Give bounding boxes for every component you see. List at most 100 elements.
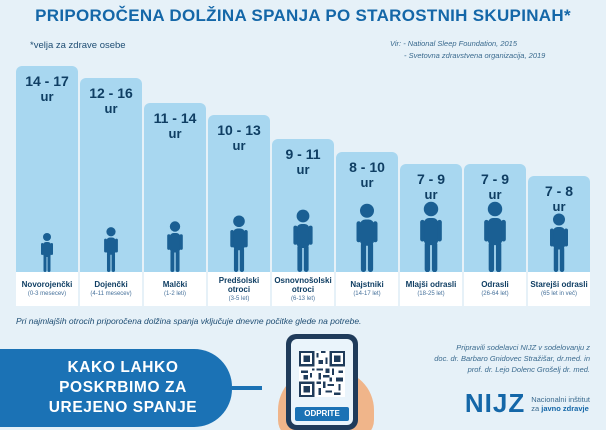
sources: Vir: - National Sleep Foundation, 2015 -… [390, 38, 590, 62]
banner-connector [232, 386, 262, 390]
sleep-hours-unit: ur [104, 101, 118, 117]
banner-line: POSKRBIMO ZA [59, 379, 187, 396]
logo-line-bold: javno zdravje [541, 403, 589, 413]
source-line: - Svetovna zdravstvena organizacija, 201… [404, 51, 546, 60]
sleep-hours-range: 10 - 13 [217, 121, 261, 138]
age-group-bar: 11 - 14 ur Malčki (1-2 leti) [144, 102, 206, 306]
sleep-hours: 11 - 14 ur [144, 109, 206, 141]
age-group-range: (0-3 mesecev) [27, 291, 67, 297]
age-group-bar: 12 - 16 ur Dojenčki (4-11 mesecev) [80, 78, 142, 306]
age-group-range: (1-2 leti) [163, 291, 186, 297]
age-group-label: Predšolski otroci (3-5 let) [208, 272, 270, 306]
age-group-range: (26-64 let) [481, 291, 509, 297]
age-group-range: (65 let in več) [540, 291, 577, 297]
teenager-icon [356, 203, 378, 272]
sleep-hours-unit: ur [488, 186, 502, 202]
age-group-name: Novorojenčki [21, 280, 73, 289]
sleep-hours-range: 7 - 9 [416, 170, 445, 187]
page-title: PRIPOROČENA DOLŽINA SPANJA PO STAROSTNIH… [35, 6, 571, 25]
age-group-name: Predšolski otroci [218, 275, 260, 294]
sleep-hours-unit: ur [424, 186, 438, 202]
sleep-hours-range: 11 - 14 [153, 109, 197, 126]
phone-illustration: ODPRITE [262, 330, 374, 430]
sleep-hours-range: 14 - 17 [25, 73, 69, 89]
age-group-label: Starejši odrasli (65 let in več) [528, 272, 590, 306]
age-group-bar: 10 - 13 ur Predšolski otroci (3-5 let) [208, 114, 270, 306]
credits: Pripravili sodelavci NIJZ v sodelovanju … [380, 342, 590, 375]
sleep-hours: 12 - 16 ur [80, 85, 142, 117]
age-group-bar: 9 - 11 ur Osnovnošolski otroci (6-13 let) [272, 139, 334, 306]
age-group-label: Novorojenčki (0-3 mesecev) [16, 272, 78, 306]
newborn-icon [41, 233, 53, 272]
logo-line: Nacionalni inštitut [531, 394, 590, 404]
nijz-logo[interactable]: NIJZ Nacionalni inštitut za javno zdravj… [465, 388, 590, 419]
age-group-bar: 8 - 10 ur Najstniki (14-17 let) [336, 151, 398, 306]
credits-line: Pripravili sodelavci NIJZ v sodelovanju … [456, 343, 590, 352]
age-group-bar: 7 - 9 ur Odrasli (26-64 let) [464, 163, 526, 306]
age-group-bars: 14 - 17 ur Novorojenčki (0-3 mesecev) 12 - 1… [16, 66, 590, 306]
infant-icon [104, 227, 118, 272]
sleep-hours-unit: ur [360, 174, 374, 190]
sleep-hours: 14 - 17 ur [16, 73, 78, 105]
preschooler-icon [230, 215, 248, 272]
banner-line: UREJENO SPANJE [48, 399, 198, 416]
phone-icon: ODPRITE [286, 334, 358, 430]
sleep-hours: 7 - 9 ur [400, 170, 462, 202]
age-group-label: Malčki (1-2 leti) [144, 272, 206, 306]
age-group-label: Najstniki (14-17 let) [336, 272, 398, 306]
age-group-range: (14-17 let) [353, 291, 381, 297]
sleep-hours-range: 9 - 11 [285, 146, 321, 163]
sleep-hours-unit: ur [552, 199, 566, 214]
age-group-name: Malčki [162, 280, 188, 289]
sleep-hours: 7 - 8 ur [528, 183, 590, 215]
open-button[interactable]: ODPRITE [295, 407, 349, 421]
sleep-tips-banner[interactable]: KAKO LAHKO POSKRBIMO ZA UREJENO SPANJE [0, 349, 232, 427]
age-group-name: Osnovnošolski otroci [274, 275, 332, 294]
age-group-range: (6-13 let) [290, 295, 315, 302]
source-line: Vir: - National Sleep Foundation, 2015 [390, 39, 518, 48]
age-group-name: Mlajši odrasli [405, 280, 457, 289]
age-group-label: Mlajši odrasli (18-25 let) [400, 272, 462, 306]
phone-screen: ODPRITE [291, 339, 353, 425]
banner-line: KAKO LAHKO [67, 359, 179, 376]
age-group-name: Odrasli [481, 280, 509, 289]
sleep-hours: 10 - 13 ur [208, 121, 270, 153]
age-group-range: (4-11 mesecev) [90, 291, 132, 297]
schoolchild-icon [293, 209, 313, 272]
logo-mark: NIJZ [464, 388, 526, 418]
age-group-bar: 7 - 9 ur Mlajši odrasli (18-25 let) [400, 163, 462, 306]
sleep-hours-unit: ur [296, 162, 310, 178]
age-group-bar: 14 - 17 ur Novorojenčki (0-3 mesecev) [16, 66, 78, 306]
young-adult-icon [420, 201, 442, 272]
sleep-hours-unit: ur [40, 89, 54, 104]
sleep-hours-range: 7 - 9 [480, 170, 509, 187]
age-group-label: Osnovnošolski otroci (6-13 let) [272, 272, 334, 306]
credits-line: doc. dr. Barbaro Gnidovec Stražišar, dr.… [434, 354, 590, 363]
age-group-label: Odrasli (26-64 let) [464, 272, 526, 306]
age-group-range: (3-5 let) [228, 295, 250, 302]
sleep-hours-range: 12 - 16 [89, 85, 133, 102]
toddler-icon [167, 221, 183, 272]
logo-line: za javno zdravje [531, 404, 590, 413]
logo-line-prefix: za [531, 403, 542, 413]
age-group-name: Dojenčki [94, 280, 128, 289]
age-group-range: (18-25 let) [417, 291, 445, 297]
sleep-hours: 7 - 9 ur [464, 170, 526, 202]
age-group-label: Dojenčki (4-11 mesecev) [80, 272, 142, 306]
sleep-hours-unit: ur [168, 125, 182, 141]
age-group-name: Najstniki [350, 280, 384, 289]
logo-subtitle: Nacionalni inštitut za javno zdravje [531, 395, 590, 413]
healthy-persons-note: *velja za zdrave osebe [30, 40, 126, 51]
footnote: Pri najmlajših otrocih priporočena dolži… [16, 316, 362, 326]
credits-line: prof. dr. Lejo Dolenc Grošelj dr. med. [467, 365, 590, 374]
sleep-hours: 9 - 11 ur [272, 146, 334, 178]
qr-code-icon[interactable] [299, 351, 345, 397]
age-group-bar: 7 - 8 ur Starejši odrasli (65 let in več) [528, 176, 590, 306]
sleep-hours: 8 - 10 ur [336, 158, 398, 190]
sleep-hours-unit: ur [232, 137, 246, 153]
banner-text: KAKO LAHKO POSKRBIMO ZA UREJENO SPANJE [35, 358, 198, 418]
sleep-hours-range: 8 - 10 [349, 158, 385, 175]
age-group-name: Starejši odrasli [530, 280, 588, 289]
sleep-hours-range: 7 - 8 [544, 183, 573, 199]
older-adult-icon [550, 213, 568, 272]
